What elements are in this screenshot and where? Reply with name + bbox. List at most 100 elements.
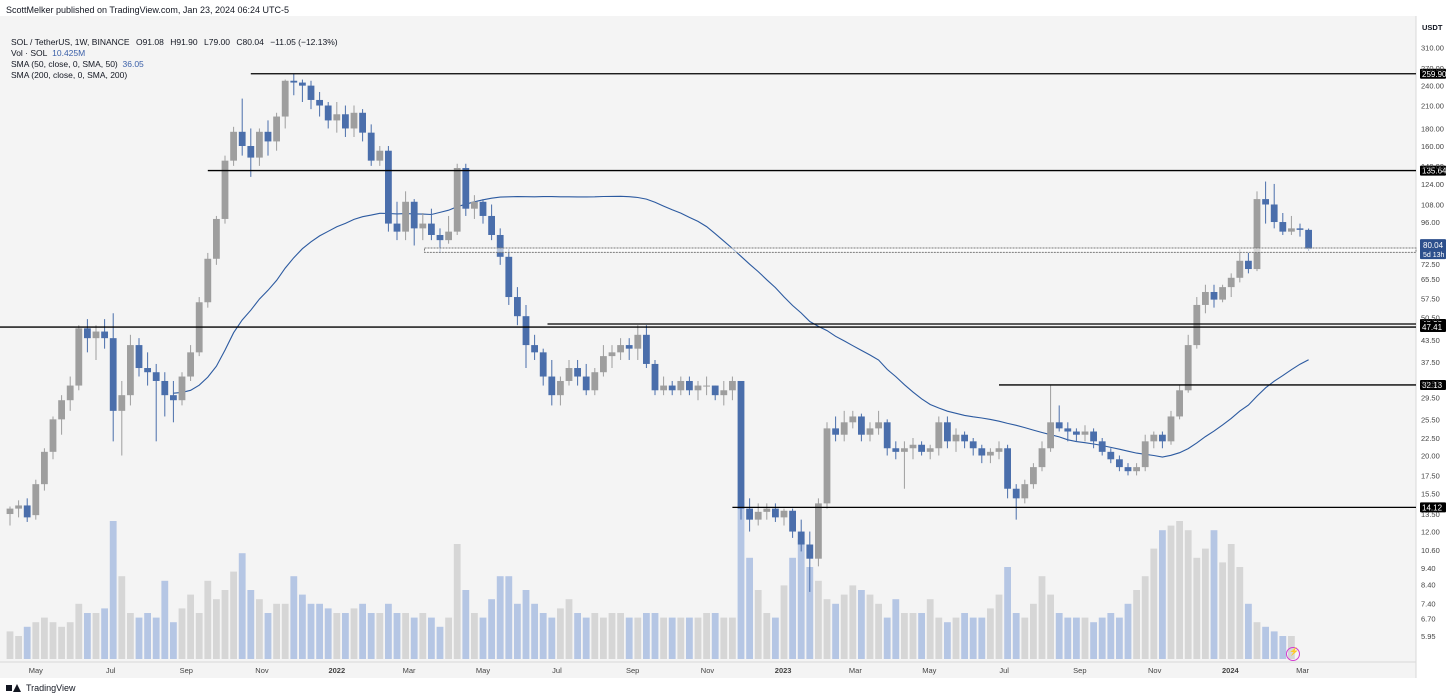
y-tick-label: 240.00: [1421, 82, 1444, 91]
y-tick-label: 20.00: [1421, 452, 1440, 461]
y-tick-label: 57.50: [1421, 294, 1440, 303]
volume-bar: [1012, 613, 1020, 659]
candle-body: [187, 352, 194, 377]
candle-body: [1141, 441, 1149, 468]
candle-body: [299, 82, 306, 86]
candle-body: [1210, 291, 1218, 300]
volume-bar: [531, 603, 538, 659]
candle-body: [66, 385, 74, 401]
candle-body: [660, 385, 667, 391]
candle-body: [307, 85, 315, 100]
current-price-tag: [1420, 239, 1446, 260]
volume-bar: [385, 603, 392, 659]
sma-line: [173, 195, 1309, 458]
volume-bar: [987, 608, 994, 659]
volume-bar: [1253, 622, 1261, 659]
volume-bar: [935, 617, 943, 659]
volume-bar: [41, 617, 48, 659]
candle-body: [978, 448, 986, 456]
candle-body: [677, 380, 685, 391]
candle-body: [1202, 291, 1209, 305]
volume-bar: [754, 590, 762, 659]
y-tick-label: 210.00: [1421, 102, 1444, 111]
volume-bar: [187, 594, 194, 659]
x-tick-label: Mar: [1296, 666, 1309, 675]
candle-body: [539, 352, 547, 377]
candle-body: [1064, 428, 1072, 432]
candle-body: [746, 508, 753, 520]
candle-body: [935, 422, 943, 449]
volume-bar: [909, 613, 917, 659]
volume-bar: [273, 603, 280, 659]
volume-bar: [230, 571, 237, 659]
y-tick-label: 6.70: [1421, 614, 1436, 623]
candle-body: [127, 345, 134, 396]
volume-bar: [101, 608, 108, 659]
x-tick-label: 2023: [775, 666, 792, 675]
volume-bar: [49, 622, 57, 659]
volume-bar: [32, 622, 40, 659]
lightning-icon[interactable]: [1286, 647, 1300, 661]
candle-body: [238, 131, 246, 146]
candle-body: [901, 448, 908, 452]
candle-body: [152, 372, 160, 381]
volume-bar: [668, 617, 676, 659]
volume-bar: [488, 599, 495, 659]
level-price-tag: [1420, 322, 1446, 333]
volume-bar: [1184, 530, 1192, 659]
volume-bar: [359, 603, 366, 659]
y-tick-label: 270.00: [1421, 64, 1444, 73]
volume-bar: [634, 617, 642, 659]
candle-body: [686, 380, 693, 391]
candle-body: [840, 422, 848, 435]
volume-bar: [496, 576, 504, 659]
volume-bar: [1090, 622, 1097, 659]
candle-body: [1012, 488, 1020, 499]
volume-bar: [789, 557, 796, 659]
candle-body: [333, 114, 341, 121]
candle-body: [385, 150, 392, 224]
candle-body: [1030, 467, 1037, 485]
y-tick-label: 43.50: [1421, 336, 1440, 345]
volume-bar: [393, 613, 401, 659]
y-tick-label: 15.50: [1421, 489, 1440, 498]
candle-body: [514, 297, 521, 317]
volume-bar: [1270, 631, 1278, 659]
x-tick-label: Jul: [999, 666, 1009, 675]
legend-sma50-value: 36.05: [122, 59, 144, 69]
volume-bar: [720, 617, 728, 659]
current-price-countdown: 5d 13h: [1423, 252, 1445, 259]
candle-body: [1038, 448, 1046, 468]
x-tick-label: Sep: [180, 666, 193, 675]
candle-body: [58, 400, 65, 420]
y-tick-label: 37.50: [1421, 358, 1440, 367]
candle-body: [488, 215, 495, 235]
candle-body: [952, 434, 960, 442]
volume-bar: [195, 613, 203, 659]
candle-body: [806, 544, 814, 559]
candle-body: [608, 352, 616, 357]
volume-bar: [694, 617, 702, 659]
volume-bar: [1107, 613, 1115, 659]
y-tick-label: 65.50: [1421, 275, 1440, 284]
volume-bar: [445, 617, 452, 659]
candle-body: [1219, 287, 1226, 300]
volume-bar: [660, 617, 667, 659]
volume-bar: [729, 617, 736, 659]
y-tick-label: 72.50: [1421, 260, 1440, 269]
volume-bar: [746, 557, 753, 659]
level-price-label: 47.41: [1422, 323, 1443, 332]
volume-bar: [926, 599, 934, 659]
volume-bar: [118, 576, 126, 659]
volume-bar: [703, 613, 710, 659]
y-tick-label: 50.50: [1421, 314, 1440, 323]
volume-bar: [858, 590, 865, 659]
candle-body: [256, 131, 263, 158]
volume-bar: [109, 521, 117, 659]
candle-body: [737, 380, 745, 509]
volume-bar: [1210, 530, 1218, 659]
volume-bar: [961, 613, 968, 659]
volume-bar: [1279, 636, 1287, 659]
candle-body: [1305, 229, 1312, 250]
